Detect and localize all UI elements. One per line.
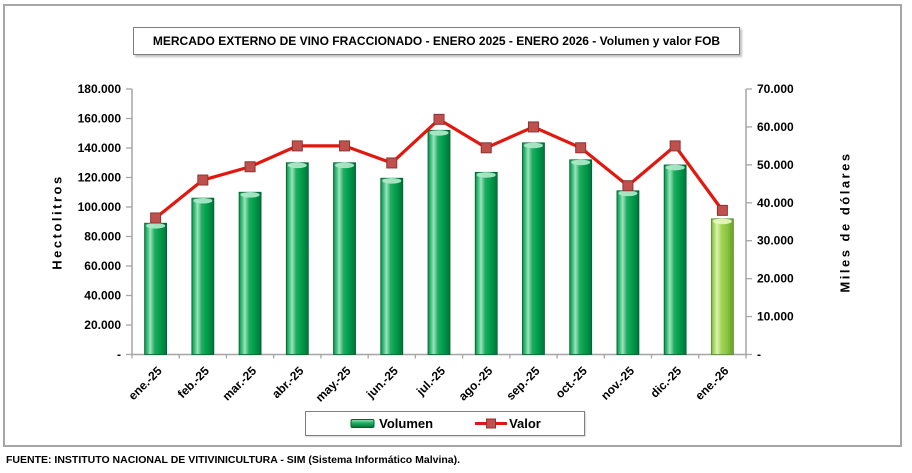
volumen-bar-cap (571, 159, 591, 166)
right-axis-tick-label: 10.000 (757, 310, 794, 324)
volumen-bar-sep.-25 (522, 142, 545, 355)
legend-item-volumen: Volumen (349, 416, 433, 431)
left-axis-tick-label: 100.000 (78, 200, 122, 214)
valor-swatch-icon (475, 418, 508, 429)
left-axis-tick-label: 180.000 (78, 82, 122, 96)
left-axis-tick-label: 40.000 (84, 289, 121, 303)
volumen-bar-ago.-25 (474, 171, 498, 355)
valor-marker-may.-25 (339, 140, 351, 152)
volumen-bar-ene.-26 (710, 218, 734, 355)
valor-marker-abr.-25 (291, 140, 303, 152)
x-axis-category-label: ene.-26 (692, 363, 731, 402)
chart-title: MERCADO EXTERNO DE VINO FRACCIONADO - EN… (152, 34, 721, 48)
valor-marker-nov.-25 (622, 180, 634, 192)
right-axis-tick-label: 70.000 (757, 82, 794, 96)
right-axis-tick-label: 60.000 (757, 120, 794, 134)
x-axis-category-label: abr.-25 (269, 364, 306, 401)
volumen-bar-oct.-25 (569, 159, 593, 355)
x-axis-category-label: ene.-25 (126, 363, 165, 402)
x-axis-category-label: may.-25 (313, 363, 354, 404)
volumen-bar-cap (618, 190, 638, 197)
volumen-bar-feb.-25 (191, 197, 215, 355)
left-axis-tick-label: - (117, 348, 121, 362)
valor-marker-ago.-25 (480, 142, 492, 154)
x-axis-category-label: feb.-25 (175, 363, 212, 400)
x-axis-category-label: jun.-25 (363, 363, 401, 401)
volumen-bar-nov.-25 (616, 190, 640, 355)
volumen-bar-cap (287, 162, 307, 169)
valor-marker-oct.-25 (575, 142, 587, 154)
valor-marker-ene.-26 (716, 204, 728, 216)
volumen-bar-cap (665, 164, 685, 171)
volumen-bar-cap (476, 172, 496, 178)
left-axis-tick-label: 20.000 (84, 318, 121, 332)
volumen-bar-jul.-25 (427, 129, 451, 355)
legend-label-valor: Valor (509, 416, 541, 431)
left-axis-tick-label: 60.000 (84, 259, 121, 273)
left-axis-title: Hectolitros (49, 174, 65, 270)
volumen-bar-cap (335, 162, 355, 169)
left-axis-tick-label: 120.000 (78, 171, 122, 185)
x-axis-category-label: sep.-25 (503, 363, 542, 402)
x-axis-category-label: nov.-25 (598, 363, 637, 402)
x-axis-category-label: ago.-25 (456, 363, 496, 403)
valor-marker-feb.-25 (197, 174, 209, 186)
volumen-bar-dic.-25 (663, 164, 687, 355)
volumen-bar-cap (712, 218, 732, 225)
x-axis-category-label: oct.-25 (553, 363, 590, 400)
volumen-bar-cap (429, 130, 449, 136)
volumen-bar-abr.-25 (285, 162, 309, 355)
volumen-bar-jun.-25 (380, 177, 404, 355)
legend-label-volumen: Volumen (379, 416, 434, 431)
right-axis-title: Miles de dólares (837, 151, 853, 293)
x-axis-category-label: jul.-25 (413, 363, 448, 398)
valor-marker-mar.-25 (244, 161, 256, 173)
right-axis-tick-label: 30.000 (757, 234, 794, 248)
right-axis-tick-label: - (757, 348, 761, 362)
left-axis-tick-label: 140.000 (78, 141, 122, 155)
volumen-bar-may.-25 (333, 162, 356, 355)
valor-marker-jul.-25 (433, 113, 445, 125)
volumen-bar-cap (382, 178, 402, 184)
volumen-bar-ene.-25 (144, 222, 168, 355)
x-axis-category-label: dic.-25 (647, 363, 684, 400)
valor-marker-dic.-25 (669, 140, 681, 152)
right-axis-tick-label: 50.000 (757, 158, 794, 172)
volumen-bar-mar.-25 (238, 191, 262, 355)
valor-marker-jun.-25 (386, 157, 398, 169)
valor-marker-ene.-25 (150, 212, 162, 224)
volumen-bar-cap (193, 197, 213, 204)
left-axis-tick-label: 80.000 (84, 230, 121, 244)
volumen-swatch-icon (350, 419, 375, 428)
legend-item-valor: Valor (475, 416, 541, 431)
source-note: FUENTE: INSTITUTO NACIONAL DE VITIVINICU… (6, 454, 461, 466)
chart-legend: Volumen Valor (305, 411, 585, 436)
volumen-bar-cap (240, 192, 260, 198)
x-axis-category-label: mar.-25 (220, 363, 260, 403)
left-axis-tick-label: 160.000 (78, 112, 122, 126)
volumen-bar-cap (523, 142, 543, 149)
chart-title-box: MERCADO EXTERNO DE VINO FRACCIONADO - EN… (133, 27, 740, 55)
right-axis-tick-label: 40.000 (757, 196, 794, 210)
volumen-bar-cap (146, 223, 166, 229)
right-axis-tick-label: 20.000 (757, 272, 794, 286)
plot-root: 180.000 160.000 140.000 120.000 100.000 80.00… (78, 82, 794, 405)
valor-marker-sep.-25 (527, 121, 539, 133)
